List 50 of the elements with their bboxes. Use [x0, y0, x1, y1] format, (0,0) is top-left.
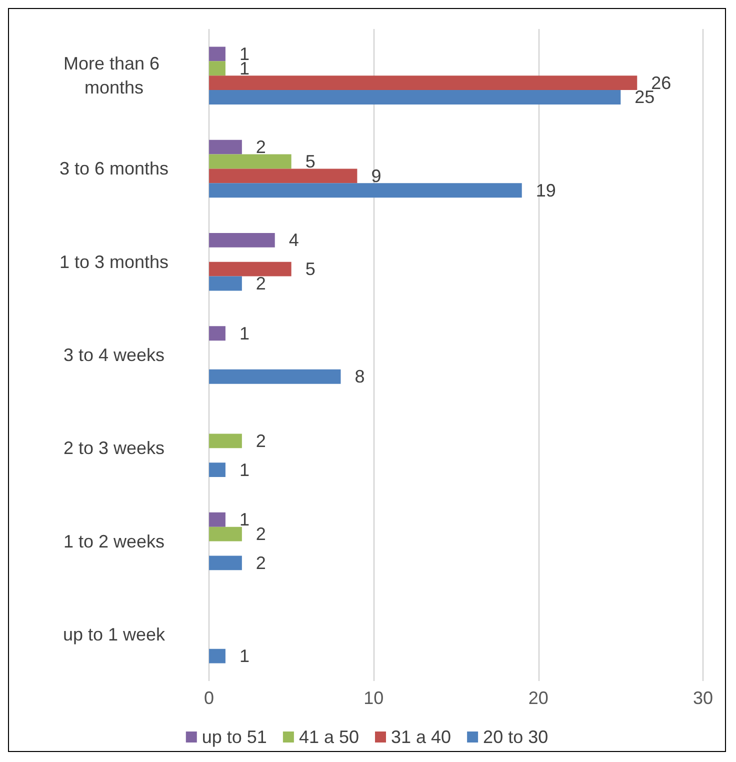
bar [209, 326, 226, 341]
x-tick-label: 0 [204, 688, 214, 708]
data-label: 2 [256, 524, 266, 544]
bar [209, 232, 275, 248]
bar [209, 648, 226, 664]
y-tick-label: 2 to 3 weeks [63, 438, 165, 458]
x-tick-label: 10 [364, 688, 384, 708]
data-label: 2 [256, 430, 266, 451]
y-tick-label: 3 to 4 weeks [63, 345, 165, 365]
legend-label: 41 a 50 [298, 727, 360, 747]
bar [209, 46, 226, 62]
bar [209, 183, 522, 198]
y-tick-label: More than 6 months [63, 54, 165, 98]
y-tick-label: 1 to 3 months [59, 252, 169, 272]
data-label: 26 [651, 72, 672, 93]
data-label: 4 [288, 230, 299, 250]
bar [209, 276, 242, 291]
y-tick-label: 3 to 6 months [59, 158, 169, 179]
bar [209, 462, 226, 478]
legend-label: 31 a 40 [391, 727, 452, 747]
y-tick-label: 1 to 2 weeks [63, 531, 165, 552]
y-tick-label: up to 1 week [62, 624, 166, 644]
bar [209, 512, 226, 527]
bar [209, 556, 242, 570]
bar [209, 90, 621, 104]
data-label: 9 [371, 166, 382, 186]
data-label: 1 [239, 323, 250, 344]
data-label: 19 [536, 180, 556, 200]
data-label: 2 [256, 274, 266, 294]
bar [209, 526, 242, 542]
data-label: 5 [305, 151, 316, 172]
data-label: 1 [239, 646, 250, 666]
bar [209, 168, 358, 184]
data-label: 1 [239, 510, 250, 530]
legend-label: up to 51 [202, 727, 267, 747]
legend-label: 20 to 30 [483, 727, 548, 747]
bar [209, 140, 242, 154]
data-label: 1 [239, 460, 250, 480]
bar [209, 76, 638, 90]
bar [209, 262, 292, 276]
bar [209, 61, 226, 76]
bar [209, 369, 341, 384]
data-label: 2 [256, 552, 266, 573]
data-label: 2 [256, 137, 266, 158]
data-label: 8 [354, 366, 365, 387]
x-tick-label: 30 [692, 688, 714, 708]
data-label: 5 [305, 259, 316, 280]
x-tick-label: 20 [528, 688, 548, 708]
bar [209, 434, 242, 448]
bar [209, 154, 292, 169]
